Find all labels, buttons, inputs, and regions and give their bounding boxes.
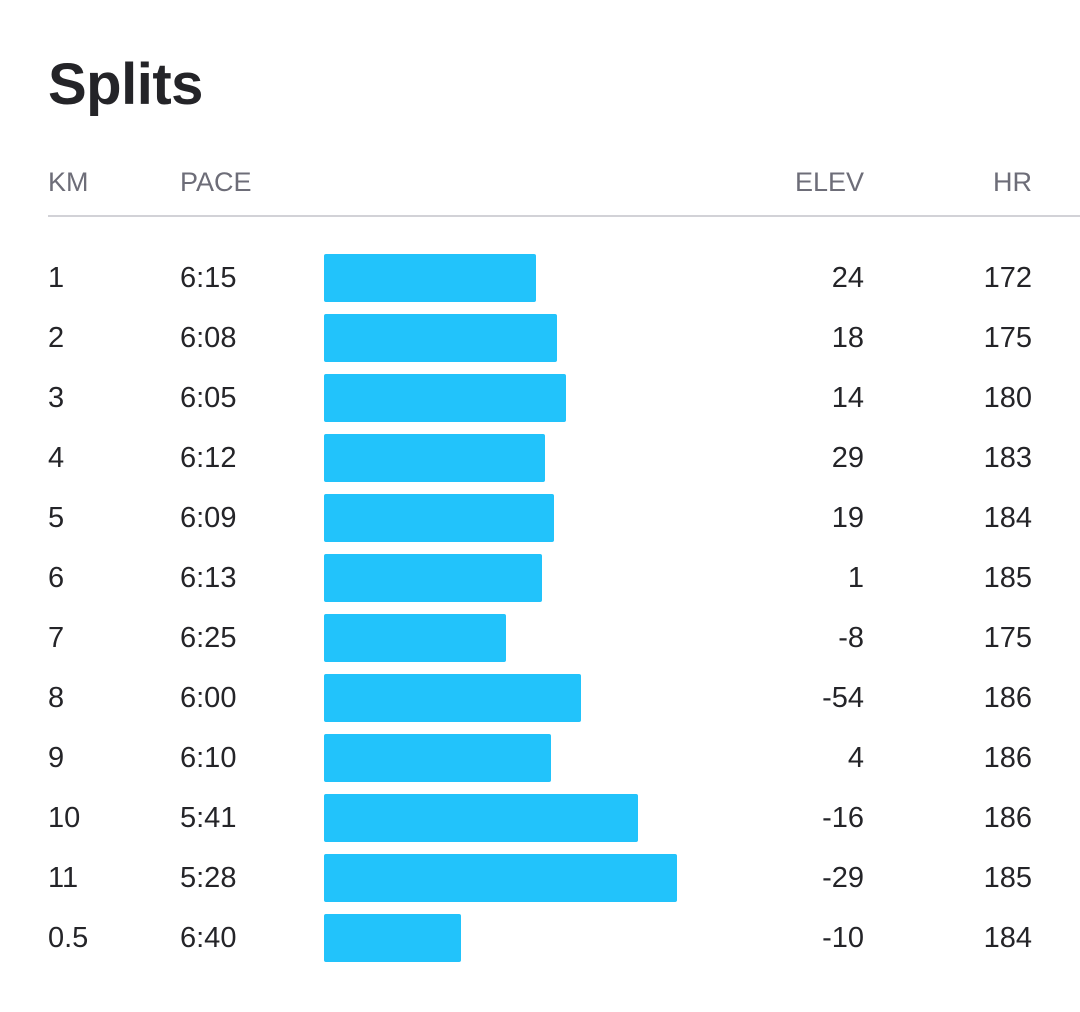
header-divider (48, 215, 1080, 217)
column-header-elev: ELEV (794, 167, 864, 197)
split-hr: 175 (983, 322, 1032, 354)
split-elev: -8 (838, 622, 864, 654)
split-hr: 186 (983, 682, 1032, 714)
split-elev: -29 (822, 862, 864, 894)
pace-bar (324, 794, 638, 842)
split-row: 10 5:41 -16 186 (0, 790, 1080, 850)
split-hr: 184 (983, 502, 1032, 534)
split-hr: 186 (983, 742, 1032, 774)
split-hr: 172 (983, 262, 1032, 294)
split-km: 1 (48, 262, 65, 294)
split-elev: -16 (822, 802, 864, 834)
pace-bar (324, 734, 551, 782)
split-km: 0.5 (48, 922, 89, 954)
pace-bar (324, 914, 461, 962)
split-row: 9 6:10 4 186 (0, 730, 1080, 790)
split-row: 3 6:05 14 180 (0, 370, 1080, 430)
split-elev: -10 (822, 922, 864, 954)
pace-bar (324, 674, 581, 722)
split-km: 4 (48, 442, 65, 474)
split-hr: 186 (983, 802, 1032, 834)
split-row: 8 6:00 -54 186 (0, 670, 1080, 730)
split-pace: 6:40 (180, 922, 237, 954)
split-hr: 180 (983, 382, 1032, 414)
split-km: 3 (48, 382, 65, 414)
split-row: 6 6:13 1 185 (0, 550, 1080, 610)
pace-bar (324, 254, 536, 302)
pace-bar (324, 314, 557, 362)
page-title: Splits (48, 52, 203, 117)
split-hr: 183 (983, 442, 1032, 474)
split-elev: 29 (831, 442, 864, 474)
column-header-km: KM (48, 167, 89, 197)
split-elev: 1 (847, 562, 864, 594)
split-pace: 6:05 (180, 382, 237, 414)
split-elev: -54 (822, 682, 864, 714)
split-pace: 5:41 (180, 802, 237, 834)
pace-bar (324, 614, 506, 662)
split-km: 9 (48, 742, 65, 774)
split-row: 2 6:08 18 175 (0, 310, 1080, 370)
split-km: 11 (48, 862, 79, 894)
split-km: 5 (48, 502, 65, 534)
split-km: 8 (48, 682, 65, 714)
split-hr: 185 (983, 562, 1032, 594)
split-km: 10 (48, 802, 81, 834)
split-pace: 6:10 (180, 742, 237, 774)
split-pace: 6:12 (180, 442, 237, 474)
split-elev: 4 (847, 742, 864, 774)
split-pace: 6:00 (180, 682, 237, 714)
split-hr: 175 (983, 622, 1032, 654)
split-elev: 19 (831, 502, 864, 534)
pace-bar (324, 374, 566, 422)
pace-bar (324, 434, 545, 482)
column-header-hr: HR (993, 167, 1032, 197)
split-elev: 18 (831, 322, 864, 354)
split-pace: 6:15 (180, 262, 237, 294)
split-pace: 6:13 (180, 562, 237, 594)
split-pace: 6:08 (180, 322, 237, 354)
split-row: 11 5:28 -29 185 (0, 850, 1080, 910)
pace-bar (324, 554, 542, 602)
split-row: 5 6:09 19 184 (0, 490, 1080, 550)
split-elev: 24 (831, 262, 864, 294)
split-row: 0.5 6:40 -10 184 (0, 910, 1080, 970)
split-km: 6 (48, 562, 65, 594)
split-row: 7 6:25 -8 175 (0, 610, 1080, 670)
split-hr: 185 (983, 862, 1032, 894)
splits-table: 1 6:15 24 172 2 6:08 18 175 3 6:05 14 180 4 6:12 29 183… (0, 250, 1080, 970)
splits-table-header: KM PACE ELEV HR (0, 164, 1080, 200)
pace-bar (324, 494, 554, 542)
split-row: 1 6:15 24 172 (0, 250, 1080, 310)
split-km: 2 (48, 322, 65, 354)
split-row: 4 6:12 29 183 (0, 430, 1080, 490)
split-pace: 6:25 (180, 622, 237, 654)
split-pace: 5:28 (180, 862, 237, 894)
pace-bar (324, 854, 677, 902)
split-hr: 184 (983, 922, 1032, 954)
split-elev: 14 (831, 382, 864, 414)
split-km: 7 (48, 622, 65, 654)
split-pace: 6:09 (180, 502, 237, 534)
column-header-pace: PACE (180, 167, 252, 197)
